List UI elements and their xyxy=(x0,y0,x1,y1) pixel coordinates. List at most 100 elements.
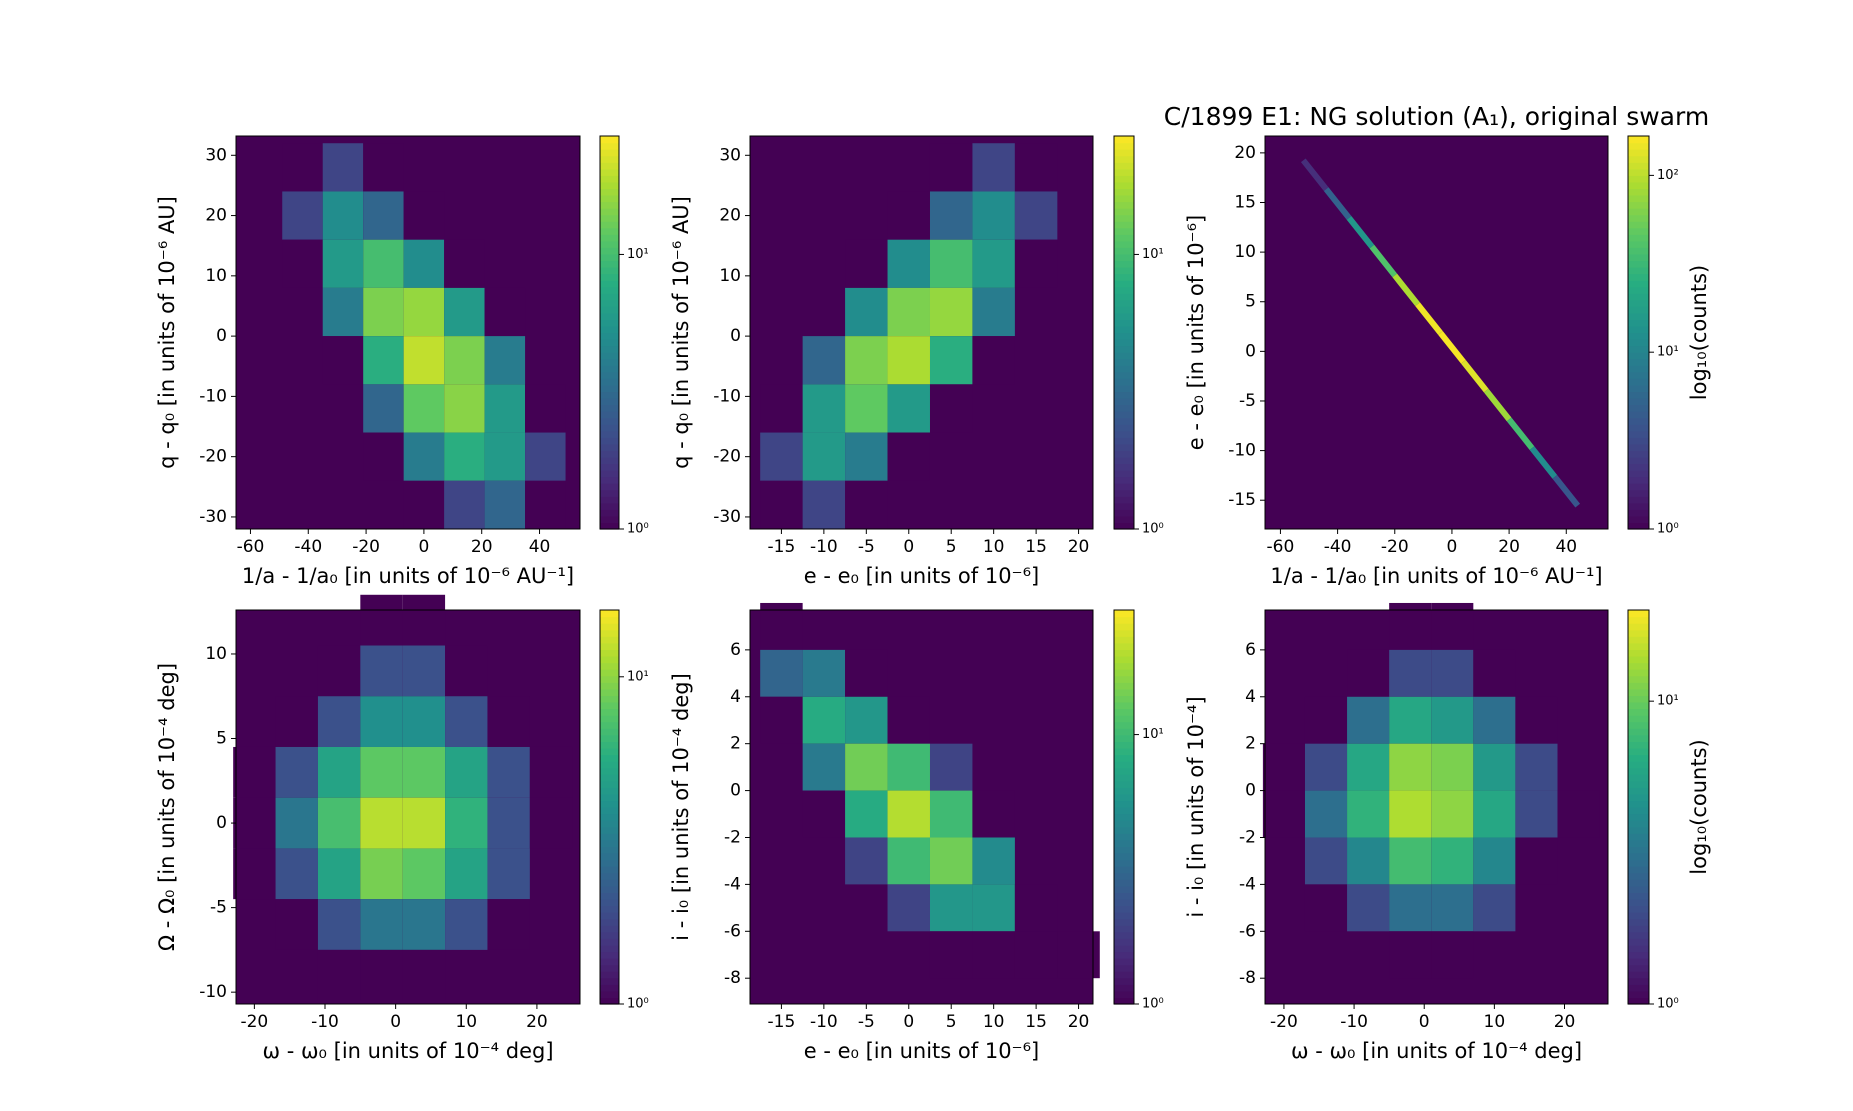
colorbar-gradient xyxy=(1628,483,1649,491)
colorbar-gradient xyxy=(1114,767,1134,775)
colorbar-gradient xyxy=(1628,701,1649,710)
y-tick-label: -10 xyxy=(199,982,227,1002)
colorbar-gradient xyxy=(1628,136,1649,144)
colorbar-gradient xyxy=(1628,964,1649,972)
x-axis-label: e - e₀ [in units of 10⁻⁶] xyxy=(804,564,1040,588)
hex-bin xyxy=(484,336,526,385)
hex-bin xyxy=(1473,837,1516,885)
hex-bin xyxy=(360,899,403,950)
hex-bin xyxy=(1346,216,1375,249)
hex-bin xyxy=(403,287,445,337)
colorbar-gradient xyxy=(1114,267,1134,275)
x-tick-label: 0 xyxy=(903,1012,914,1032)
hex-bin xyxy=(1506,417,1535,450)
colorbar-gradient xyxy=(1628,767,1649,775)
colorbar-gradient xyxy=(1114,885,1134,893)
hex-bin xyxy=(1431,931,1474,979)
hex-bin xyxy=(233,797,276,849)
colorbar-gradient xyxy=(600,371,619,379)
hex-bin xyxy=(1262,743,1305,791)
y-tick-label: -6 xyxy=(1239,921,1256,941)
y-tick-label: -5 xyxy=(210,898,227,918)
x-tick-label: -10 xyxy=(810,537,838,557)
hex-bin xyxy=(1300,158,1329,191)
colorbar-gradient xyxy=(1114,280,1134,288)
colorbar-gradient xyxy=(1114,240,1134,248)
colorbar-tick-label: 10⁰ xyxy=(627,997,649,1012)
hex-bin xyxy=(275,696,318,747)
colorbar-gradient xyxy=(600,780,619,788)
colorbar-gradient xyxy=(1628,715,1649,723)
colorbar-gradient xyxy=(600,293,619,301)
colorbar-gradient xyxy=(600,852,619,861)
hex-bin xyxy=(1304,837,1348,885)
hex-bin xyxy=(282,191,323,240)
hex-bin xyxy=(529,746,573,798)
colorbar-gradient xyxy=(600,483,619,491)
hex-bin xyxy=(929,143,973,192)
hex-bin xyxy=(972,239,1015,288)
colorbar-gradient xyxy=(1628,358,1649,366)
colorbar-gradient xyxy=(1114,675,1134,683)
colorbar-gradient xyxy=(1628,839,1649,847)
colorbar-gradient xyxy=(600,437,619,445)
colorbar-tick-label: 10¹ xyxy=(627,669,649,684)
colorbar-gradient xyxy=(1628,339,1649,347)
colorbar-gradient xyxy=(600,728,619,736)
colorbar-gradient xyxy=(1628,879,1649,887)
y-tick-label: 10 xyxy=(205,266,227,286)
colorbar-gradient xyxy=(1628,925,1649,933)
colorbar-gradient xyxy=(600,398,619,406)
y-axis-label: i - i₀ [in units of 10⁻⁴] xyxy=(1184,696,1208,917)
y-tick-label: -6 xyxy=(724,921,741,941)
colorbar-gradient xyxy=(1628,142,1649,150)
colorbar-gradient xyxy=(600,221,619,229)
colorbar-gradient xyxy=(600,826,619,834)
colorbar-gradient xyxy=(1628,734,1649,742)
hex-bin xyxy=(317,899,361,950)
colorbar-gradient xyxy=(600,391,619,399)
colorbar-gradient xyxy=(1114,780,1134,788)
hex-bin xyxy=(845,480,888,529)
colorbar-gradient xyxy=(1628,958,1649,966)
colorbar-gradient xyxy=(1114,761,1134,769)
x-tick-label: 15 xyxy=(1025,1012,1047,1032)
hex-bin xyxy=(487,696,530,747)
y-tick-label: 20 xyxy=(1234,143,1256,163)
colorbar-gradient xyxy=(1114,649,1134,657)
hex-bin xyxy=(887,239,930,288)
colorbar-gradient xyxy=(1628,951,1649,959)
colorbar-gradient xyxy=(600,253,619,262)
x-tick-label: -20 xyxy=(352,537,380,557)
x-axis-label: e - e₀ [in units of 10⁻⁶] xyxy=(804,1039,1040,1063)
colorbar-gradient xyxy=(1628,997,1649,1005)
hex-bin xyxy=(760,480,803,529)
colorbar-gradient xyxy=(1114,306,1134,314)
colorbar-gradient xyxy=(1628,456,1649,465)
hex-bin xyxy=(444,480,485,529)
colorbar-gradient xyxy=(600,872,619,880)
hex-bin xyxy=(444,239,485,288)
colorbar-gradient xyxy=(1628,155,1649,163)
hex-bin xyxy=(1389,884,1432,932)
hex-bin xyxy=(1473,696,1516,744)
colorbar-gradient xyxy=(1114,332,1134,340)
colorbar-gradient xyxy=(600,306,619,314)
colorbar-gradient xyxy=(600,898,619,907)
colorbar-gradient xyxy=(600,925,619,933)
colorbar-gradient xyxy=(1628,450,1649,458)
hex-bin xyxy=(1014,191,1058,240)
colorbar-gradient xyxy=(1114,175,1134,183)
colorbar-gradient xyxy=(1628,616,1649,624)
x-tick-label: -10 xyxy=(810,1012,838,1032)
hex-bin xyxy=(760,696,803,744)
colorbar-gradient xyxy=(1114,682,1134,690)
colorbar-gradient xyxy=(1628,669,1649,677)
x-axis-label: 1/a - 1/a₀ [in units of 10⁻⁶ AU⁻¹] xyxy=(1270,564,1602,588)
colorbar-gradient xyxy=(600,807,619,815)
colorbar-gradient xyxy=(1628,509,1649,517)
colorbar-tick-label: 10⁰ xyxy=(1142,522,1164,537)
colorbar-tick-label: 10¹ xyxy=(1657,345,1679,360)
hex-bin xyxy=(929,384,973,433)
colorbar-gradient xyxy=(1628,240,1649,248)
